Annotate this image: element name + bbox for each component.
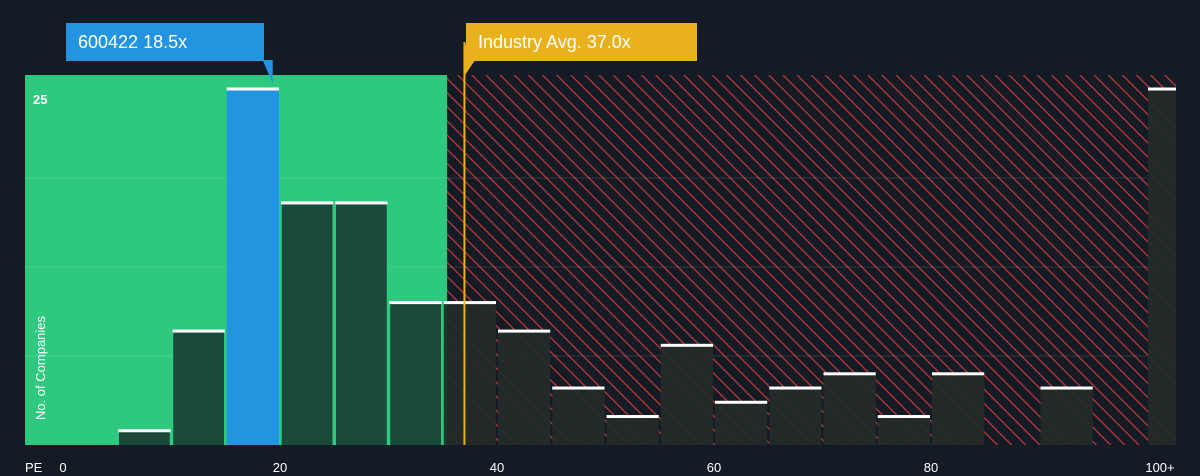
- histogram-bar: [443, 302, 496, 445]
- histogram-bar: [606, 416, 659, 445]
- histogram-bar: [226, 89, 279, 445]
- histogram-bar: [389, 302, 442, 445]
- histogram-bar: [769, 388, 822, 445]
- x-tick-label: 20: [273, 460, 287, 475]
- bar-cap: [226, 87, 279, 91]
- y-axis-label: No. of Companies: [33, 315, 48, 420]
- bar-cap: [715, 400, 768, 404]
- histogram-bar: [552, 388, 605, 445]
- company-callout-pointer: [262, 60, 273, 84]
- histogram-bar: [498, 331, 551, 445]
- bar-cap: [1148, 87, 1176, 91]
- histogram-bar: [877, 416, 930, 445]
- y-tick-label: 25: [33, 92, 47, 107]
- histogram-bar: [1040, 388, 1093, 445]
- bar-cap: [498, 329, 551, 333]
- histogram-bar: [932, 373, 985, 445]
- x-tick-label: 40: [490, 460, 504, 475]
- bar-cap: [389, 301, 442, 305]
- bar-cap: [660, 343, 713, 347]
- bar-cap: [443, 301, 496, 305]
- bar-cap: [335, 201, 388, 205]
- bar-cap: [552, 386, 605, 390]
- bar-cap: [118, 429, 171, 433]
- bar-cap: [172, 329, 225, 333]
- bar-cap: [877, 415, 930, 419]
- bar-cap: [769, 386, 822, 390]
- histogram-bar: [715, 402, 768, 445]
- x-tick-label: 60: [707, 460, 721, 475]
- industry-average-callout: Industry Avg. 37.0x: [466, 23, 697, 61]
- histogram-bar: [172, 331, 225, 445]
- histogram-bar: [660, 345, 713, 445]
- x-tick-label: 100+: [1145, 460, 1174, 475]
- bar-cap: [1040, 386, 1093, 390]
- histogram-bar: [335, 202, 388, 445]
- company-pe-callout: 600422 18.5x: [66, 23, 264, 61]
- x-tick-label: 0: [59, 460, 66, 475]
- bar-cap: [823, 372, 876, 376]
- histogram-bar: [281, 202, 334, 445]
- overvalued-zone-hatch: [447, 75, 1176, 445]
- bar-cap: [932, 372, 985, 376]
- bar-cap: [281, 201, 334, 205]
- histogram-bar: [118, 430, 171, 445]
- bar-cap: [606, 415, 659, 419]
- histogram-bar: [823, 373, 876, 445]
- histogram-bar: [1148, 89, 1176, 445]
- x-axis-label: PE: [25, 460, 43, 475]
- x-tick-label: 80: [924, 460, 938, 475]
